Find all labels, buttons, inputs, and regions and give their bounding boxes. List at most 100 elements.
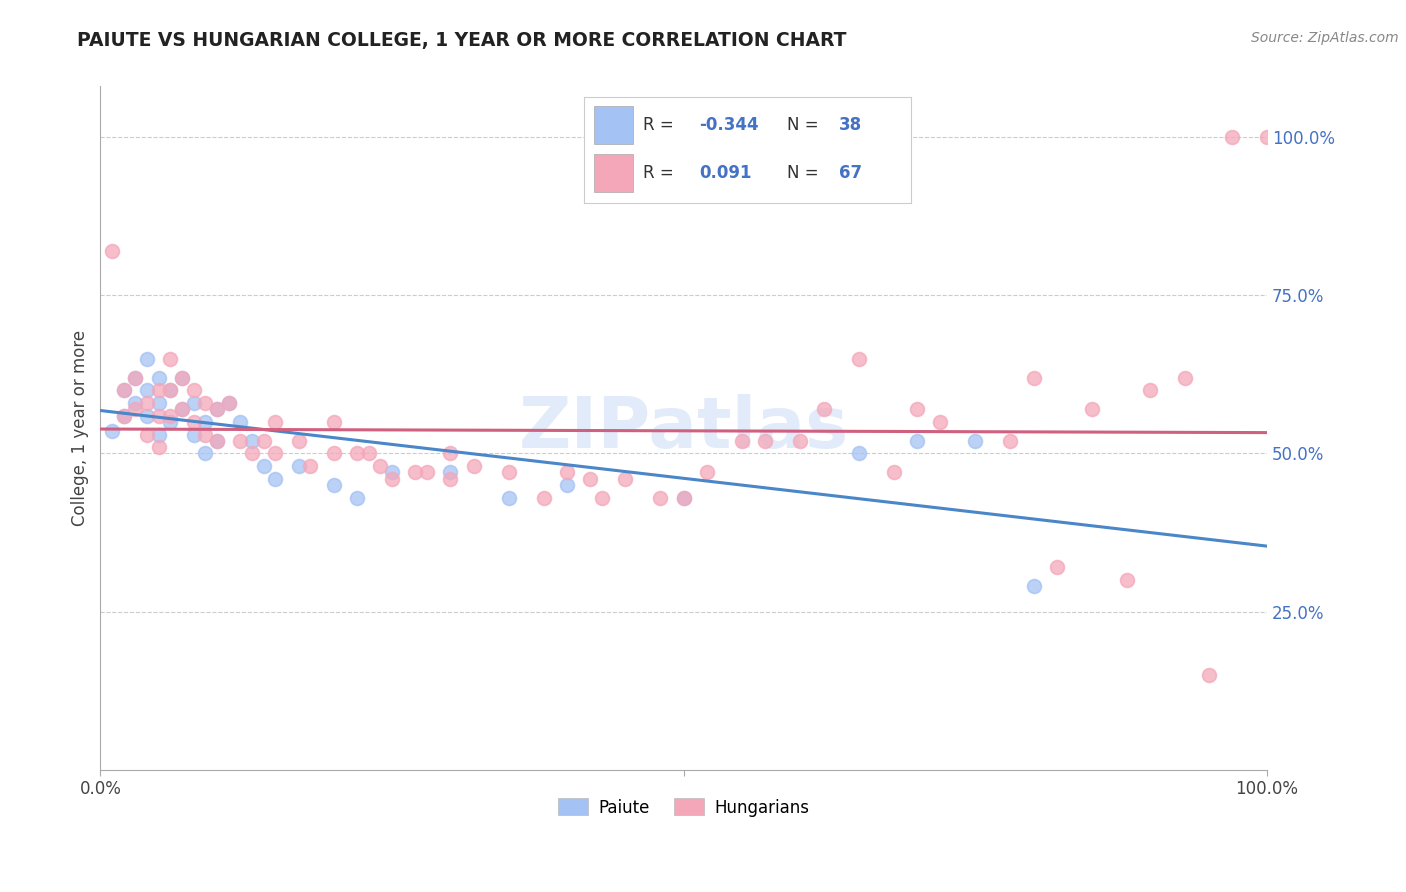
Point [205, 402, 228, 417]
Point [416, 466, 439, 480]
Point [555, 478, 578, 492]
Point [905, 402, 928, 417]
Point [1116, 573, 1139, 587]
Point [136, 409, 159, 423]
Point [965, 434, 987, 448]
Point [148, 370, 170, 384]
Point [148, 383, 170, 397]
Point [194, 396, 217, 410]
Point [194, 446, 217, 460]
Text: ZIPatlas: ZIPatlas [519, 393, 849, 463]
Point [229, 434, 252, 448]
Point [848, 351, 870, 366]
Point [101, 425, 124, 439]
Point [672, 491, 695, 505]
Point [1000, 434, 1022, 448]
Point [346, 446, 368, 460]
Point [170, 402, 193, 417]
Point [1174, 370, 1197, 384]
Point [439, 466, 461, 480]
Point [1046, 560, 1069, 574]
Point [183, 427, 205, 442]
Point [170, 370, 193, 384]
Point [112, 383, 135, 397]
Point [287, 459, 309, 474]
Point [112, 409, 135, 423]
Point [264, 446, 287, 460]
Point [136, 396, 159, 410]
Point [112, 383, 135, 397]
Point [1198, 668, 1220, 682]
Point [148, 427, 170, 442]
Point [591, 491, 613, 505]
Point [883, 466, 905, 480]
Point [731, 434, 754, 448]
Point [253, 434, 276, 448]
Point [1139, 383, 1161, 397]
Point [381, 466, 404, 480]
Point [183, 383, 205, 397]
Point [754, 434, 776, 448]
Point [124, 370, 146, 384]
Point [159, 351, 181, 366]
Point [650, 491, 672, 505]
Text: Source: ZipAtlas.com: Source: ZipAtlas.com [1251, 31, 1399, 45]
Point [205, 434, 228, 448]
Point [929, 415, 952, 429]
Point [696, 466, 718, 480]
Point [322, 415, 344, 429]
Point [148, 396, 170, 410]
Point [124, 396, 146, 410]
Point [253, 459, 276, 474]
Point [498, 466, 520, 480]
Point [498, 491, 520, 505]
Point [614, 472, 637, 486]
Point [101, 244, 124, 258]
Point [322, 478, 344, 492]
Point [1256, 130, 1278, 145]
Y-axis label: College, 1 year or more: College, 1 year or more [72, 330, 89, 526]
Point [579, 472, 602, 486]
Point [368, 459, 391, 474]
Point [813, 402, 835, 417]
Point [1022, 579, 1045, 593]
Point [148, 409, 170, 423]
Point [1220, 130, 1243, 145]
Point [322, 446, 344, 460]
Point [159, 383, 181, 397]
Point [124, 402, 146, 417]
Point [159, 383, 181, 397]
Point [404, 466, 426, 480]
Point [381, 472, 404, 486]
Point [264, 415, 287, 429]
Point [1022, 370, 1045, 384]
Point [170, 402, 193, 417]
Point [555, 466, 578, 480]
Point [136, 351, 159, 366]
Point [848, 446, 870, 460]
Legend: Paiute, Hungarians: Paiute, Hungarians [551, 792, 815, 823]
Point [170, 370, 193, 384]
Point [287, 434, 309, 448]
Point [264, 472, 287, 486]
Point [124, 370, 146, 384]
Point [218, 396, 240, 410]
Point [439, 472, 461, 486]
Point [159, 409, 181, 423]
Point [148, 440, 170, 454]
Point [299, 459, 322, 474]
Point [194, 415, 217, 429]
Point [218, 396, 240, 410]
Point [205, 434, 228, 448]
Point [905, 434, 928, 448]
Point [672, 491, 695, 505]
Point [1081, 402, 1104, 417]
Point [136, 383, 159, 397]
Point [183, 396, 205, 410]
Point [357, 446, 380, 460]
Point [205, 402, 228, 417]
Point [789, 434, 811, 448]
Point [439, 446, 461, 460]
Point [240, 434, 263, 448]
Point [463, 459, 485, 474]
